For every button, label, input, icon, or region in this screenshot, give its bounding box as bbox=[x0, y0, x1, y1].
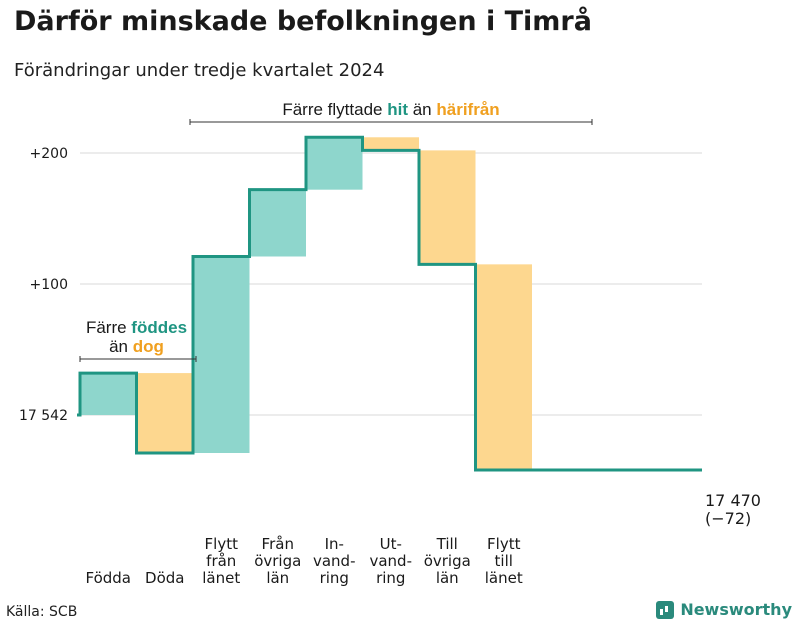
annotation-births-line2: än dog bbox=[109, 337, 164, 356]
bar bbox=[475, 264, 532, 471]
bars bbox=[80, 137, 532, 471]
newsworthy-logo-icon bbox=[656, 600, 675, 619]
end-value-text: (−72) bbox=[705, 509, 751, 528]
category-label: ring bbox=[320, 569, 349, 587]
category-label: In- bbox=[325, 535, 344, 553]
annotation-births-line1: Färre föddes bbox=[86, 318, 187, 337]
category-label: Till bbox=[436, 535, 458, 553]
category-label: länet bbox=[485, 569, 523, 587]
category-labels: Födda DödaFlyttfrånlänetFrånövrigalänIn-v… bbox=[85, 535, 522, 587]
bar bbox=[419, 150, 476, 265]
category-label: övriga bbox=[424, 552, 471, 570]
brand-name: Newsworthy bbox=[680, 600, 792, 619]
chart-subtitle: Förändringar under tredje kvartalet 2024 bbox=[14, 60, 385, 81]
y-tick-label: 17 542 bbox=[19, 408, 68, 424]
source-note: Källa: SCB bbox=[6, 604, 78, 620]
running-total-line bbox=[77, 135, 702, 472]
category-label: län bbox=[266, 569, 289, 587]
brand-logo[interactable]: Newsworthy bbox=[656, 600, 792, 619]
category-label: Flytt bbox=[487, 535, 521, 553]
y-tick-label: +100 bbox=[30, 277, 68, 293]
category-label: Från bbox=[262, 535, 294, 553]
category-label: vand- bbox=[369, 552, 412, 570]
category-label: länet bbox=[202, 569, 240, 587]
end-value-label: 17 470(−72) bbox=[705, 491, 761, 528]
bar bbox=[306, 137, 363, 190]
category-label: Ut- bbox=[380, 535, 402, 553]
category-label: övriga bbox=[254, 552, 301, 570]
chart-title: Därför minskade befolkningen i Timrå bbox=[14, 6, 592, 37]
category-label: till bbox=[495, 552, 513, 570]
category-label: län bbox=[436, 569, 459, 587]
category-label: vand- bbox=[313, 552, 356, 570]
bar bbox=[193, 256, 250, 453]
end-value-text: 17 470 bbox=[705, 491, 761, 510]
annotation-moves: Färre flyttade hit än härifrån bbox=[282, 100, 499, 119]
category-label: Födda bbox=[85, 569, 131, 587]
bar bbox=[80, 373, 137, 415]
bar bbox=[136, 373, 193, 453]
bar bbox=[249, 189, 306, 257]
y-axis-labels: 17 542 +100 +200 bbox=[19, 146, 68, 424]
category-label: Flytt bbox=[205, 535, 239, 553]
category-label: Döda bbox=[145, 569, 184, 587]
category-label: ring bbox=[376, 569, 405, 587]
bar bbox=[362, 137, 419, 151]
category-label: från bbox=[206, 552, 236, 570]
y-tick-label: +200 bbox=[30, 146, 68, 162]
